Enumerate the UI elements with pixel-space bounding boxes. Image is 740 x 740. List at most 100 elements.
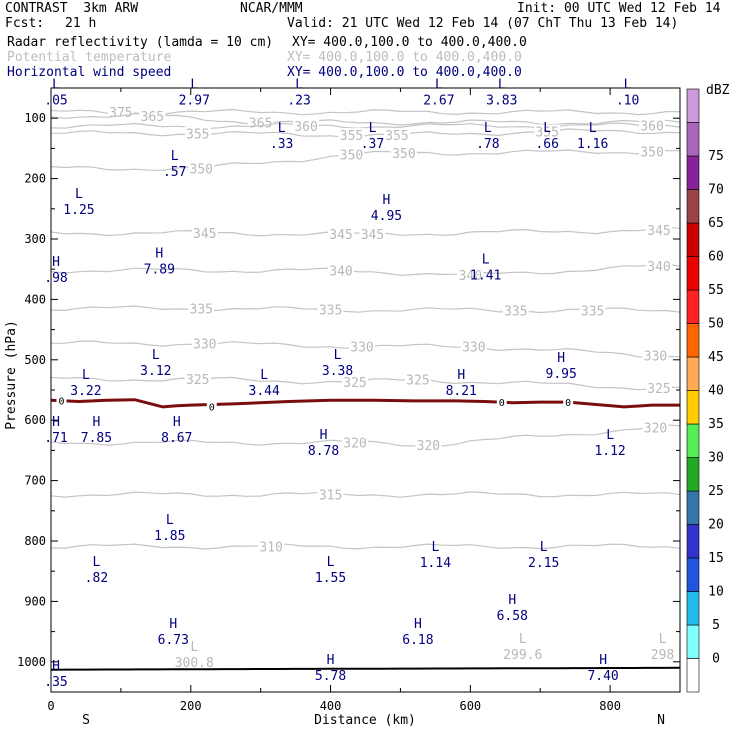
- wind-extremum-value: 5.78: [315, 669, 346, 684]
- y-tick-label: 900: [24, 594, 46, 608]
- colorbar-level-label: 35: [708, 417, 724, 432]
- colorbar-level-label: 60: [708, 250, 724, 265]
- theta-label-bg: [642, 348, 669, 362]
- wind-extremum-value: 4.95: [371, 209, 402, 224]
- wind-extremum-value: 6.58: [497, 609, 528, 624]
- zero-reflectivity-contour: 0 0 0 0: [50, 394, 681, 671]
- wind-extremum-type: H: [508, 593, 516, 608]
- theta-extremum-type: L: [659, 632, 667, 647]
- init-time: Init: 00 UTC Wed 12 Feb 14: [517, 1, 721, 16]
- wind-extremum-value: 8.78: [308, 444, 339, 459]
- zero-label-bg: [56, 394, 67, 407]
- wind-extremum-type: L: [543, 121, 551, 136]
- wind-extremum-type: H: [320, 428, 328, 443]
- theta-contour-label: 350: [190, 162, 213, 177]
- theta-contour-label: 345: [361, 228, 384, 243]
- wind-extremum-type: L: [152, 348, 160, 363]
- colorbar-swatch: [686, 289, 700, 324]
- y-tick-label: 1000: [17, 655, 46, 669]
- theta-contour-label: 335: [581, 304, 604, 319]
- wind-extremum-value: .37: [361, 137, 384, 152]
- wind-extremum-type: H: [599, 653, 607, 668]
- theta-label-bg: [328, 227, 355, 241]
- wind-extremum-type: H: [383, 193, 391, 208]
- theta-label-bg: [383, 128, 410, 142]
- y-tick-label: 800: [24, 534, 46, 548]
- wind-extremum-type: L: [435, 77, 443, 92]
- colorbar-level-label: 30: [708, 451, 724, 466]
- theta-contour-label: 335: [319, 304, 342, 319]
- zero-contour-label: 0: [58, 396, 64, 407]
- wind-extremum-value: .78: [476, 137, 499, 152]
- colorbar-swatch: [686, 457, 700, 492]
- colorbar-swatch: [686, 155, 700, 190]
- theta-label-bg: [502, 303, 529, 317]
- theta-label-bg: [188, 301, 215, 315]
- theta-label-bg: [460, 339, 487, 353]
- colorbar-swatch: [686, 423, 700, 458]
- x-end-label-south: S: [82, 713, 90, 728]
- colorbar-level-label: 65: [708, 216, 724, 231]
- theta-contour-label: 345: [647, 224, 670, 239]
- wind-extremum-value: 7.85: [81, 431, 112, 446]
- wind-extremum-type: H: [327, 653, 335, 668]
- wind-extremum-value: 3.12: [140, 364, 171, 379]
- wind-extremum-value: 1.16: [577, 137, 608, 152]
- theta-label-bg: [646, 222, 673, 236]
- colorbar-level-label: 55: [708, 283, 724, 298]
- wind-extremum-type: L: [482, 252, 490, 267]
- y-tick-label: 300: [24, 232, 46, 246]
- theta-contour-label: 325: [647, 382, 670, 397]
- theta-contour-label: 355: [186, 127, 209, 142]
- theta-label-bg: [338, 128, 365, 142]
- theta-label-bg: [359, 227, 386, 241]
- colorbar-level-label: 25: [708, 484, 724, 499]
- wind-extremum-type: L: [589, 121, 597, 136]
- field-name-reflectivity: Radar reflectivity (lamda = 10 cm): [7, 35, 274, 50]
- theta-contour-label: 325: [186, 373, 209, 388]
- colorbar-swatch: [686, 356, 700, 391]
- theta-contour-label: 335: [190, 302, 213, 317]
- theta-contour-line: [50, 128, 681, 138]
- theta-contour-label: 345: [193, 227, 216, 242]
- model-title: CONTRAST 3km ARW: [5, 1, 139, 16]
- wind-extremum-type: L: [327, 555, 335, 570]
- colorbar-level-label: 5: [712, 618, 720, 633]
- wind-extremum-type: H: [52, 659, 60, 674]
- theta-label-bg: [338, 147, 365, 161]
- theta-contour-label: 315: [319, 488, 342, 503]
- wind-extremum-value: .57: [163, 165, 186, 180]
- theta-contour-label: 350: [392, 147, 415, 162]
- x-end-label-north: N: [657, 713, 665, 728]
- wind-extremum-value: 2.97: [179, 93, 210, 108]
- theta-contour-label: 330: [644, 350, 667, 365]
- theta-contour-line: [50, 305, 681, 314]
- theta-contour-label: 320: [417, 439, 440, 454]
- theta-label-bg: [328, 263, 355, 277]
- valid-time: Valid: 21 UTC Wed 12 Feb 14 (07 ChT Thu …: [287, 16, 679, 31]
- theta-label-bg: [258, 539, 285, 553]
- theta-label-bg: [404, 372, 431, 386]
- wind-extremum-value: 8.67: [161, 431, 192, 446]
- wind-extremum-type: L: [75, 187, 83, 202]
- wind-extremum-type: H: [93, 415, 101, 430]
- theta-contour-line: [50, 149, 681, 171]
- theta-label-bg: [579, 303, 606, 317]
- wind-extremum-value: 3.44: [249, 384, 280, 399]
- wind-extremum-type: L: [52, 77, 60, 92]
- colorbar-level-label: 45: [708, 350, 724, 365]
- colorbar-level-label: 75: [708, 149, 724, 164]
- colorbar-swatch: [686, 624, 700, 659]
- wind-extremum-type: L: [369, 121, 377, 136]
- wind-extremum-value: 7.89: [144, 262, 175, 277]
- zero-contour-label: 0: [209, 402, 215, 413]
- theta-contour-label: 310: [259, 540, 282, 555]
- theta-label-bg: [639, 118, 666, 132]
- org-label: NCAR/MMM: [240, 1, 303, 16]
- wind-extremum-type: H: [414, 617, 422, 632]
- wind-extremum-type: H: [173, 415, 181, 430]
- wind-extremum-value: 9.95: [546, 367, 577, 382]
- wind-extremum-type: L: [606, 428, 614, 443]
- theta-label-bg: [415, 437, 442, 451]
